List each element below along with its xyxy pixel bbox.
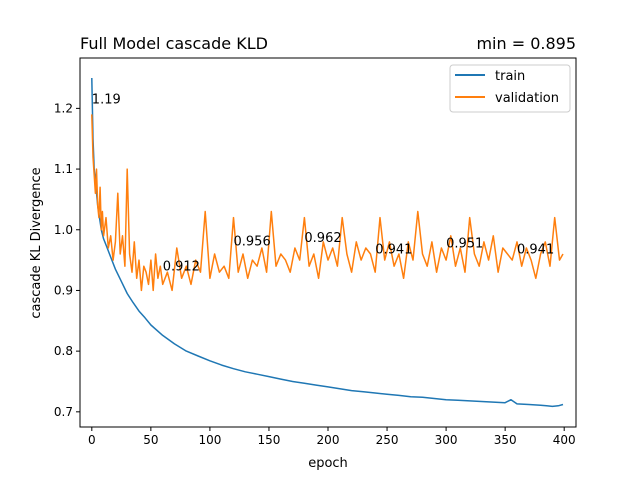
- x-axis-ticks: 0 50 100 150 200 250 300 350 400: [88, 427, 576, 447]
- y-axis-ticks: 0.7 0.8 0.9 1.0 1.1 1.2: [54, 101, 80, 419]
- annotation-label: 0.962: [304, 231, 341, 246]
- x-tick-label: 400: [553, 433, 576, 447]
- legend: train validation: [449, 64, 571, 113]
- x-tick-label: 100: [198, 433, 221, 447]
- plot-content: 1.19 0.912 0.956 0.962 0.941 0.951 0.941: [91, 77, 564, 408]
- annotation-label: 0.941: [375, 242, 412, 257]
- y-tick-label: 0.7: [54, 405, 73, 419]
- series-line-train: [91, 77, 564, 408]
- legend-label-validation: validation: [495, 91, 559, 106]
- annotation-label: 0.956: [234, 235, 271, 250]
- legend-label-train: train: [495, 69, 525, 84]
- annotation-label: 0.912: [163, 259, 200, 274]
- y-tick-label: 1.2: [54, 101, 73, 115]
- annotation-label: 0.941: [517, 242, 554, 257]
- legend-box: [449, 64, 571, 113]
- annotation-label: 0.951: [446, 236, 483, 251]
- x-tick-label: 0: [88, 433, 96, 447]
- chart-title-right: min = 0.895: [476, 34, 576, 53]
- y-tick-label: 0.9: [54, 283, 73, 297]
- x-axis-label: epoch: [308, 456, 348, 471]
- x-tick-label: 150: [257, 433, 280, 447]
- annotation-label: 1.19: [92, 93, 121, 108]
- x-tick-label: 300: [435, 433, 458, 447]
- chart-title: Full Model cascade KLD: [80, 34, 268, 53]
- x-tick-label: 200: [317, 433, 340, 447]
- x-tick-label: 50: [143, 433, 158, 447]
- y-tick-label: 1.1: [54, 162, 73, 176]
- y-axis-label: cascade KL Divergence: [29, 167, 44, 318]
- y-tick-label: 0.8: [54, 344, 73, 358]
- x-tick-label: 350: [494, 433, 517, 447]
- series-line-validation: [91, 114, 564, 292]
- x-tick-label: 250: [376, 433, 399, 447]
- y-tick-label: 1.0: [54, 223, 73, 237]
